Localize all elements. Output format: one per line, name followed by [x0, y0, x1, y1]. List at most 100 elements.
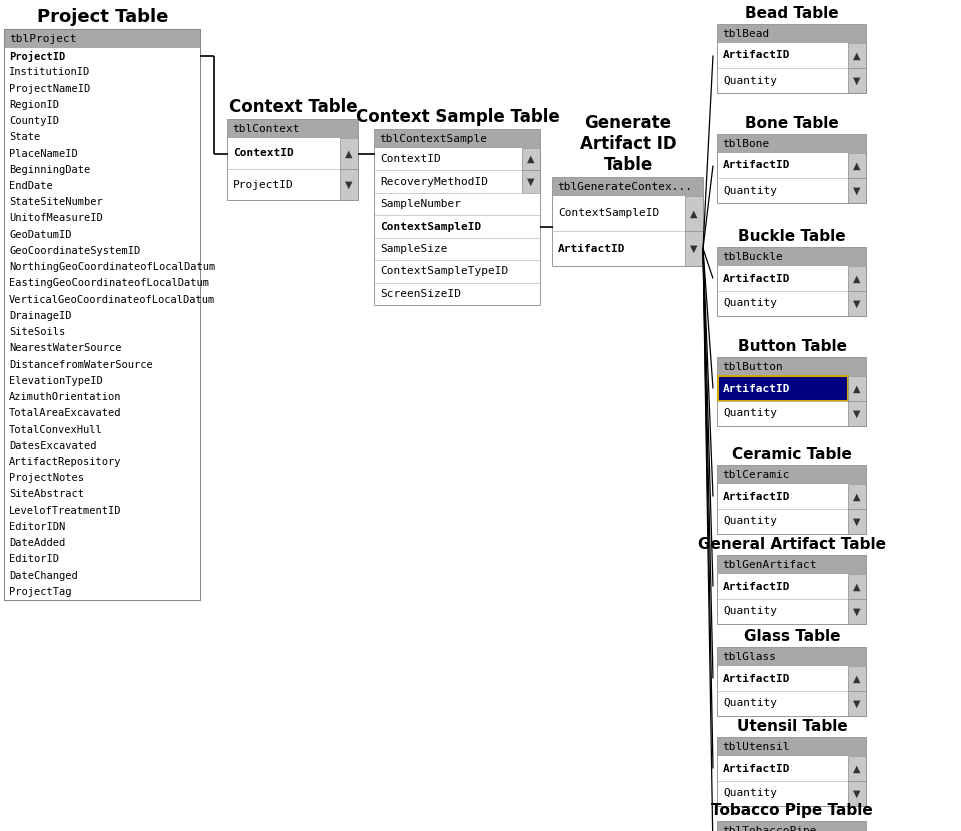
Text: ScreenSizeID: ScreenSizeID: [380, 289, 461, 299]
Text: Button Table: Button Table: [737, 339, 847, 354]
Text: RegionID: RegionID: [9, 100, 59, 110]
Text: Quantity: Quantity: [723, 517, 777, 527]
Text: AzimuthOrientation: AzimuthOrientation: [9, 392, 121, 402]
Bar: [5, 30, 200, 600]
Text: ▲: ▲: [853, 51, 861, 61]
Text: EditorIDN: EditorIDN: [9, 522, 65, 532]
Bar: [848, 68, 866, 93]
Text: ArtifactID: ArtifactID: [723, 673, 791, 684]
Bar: [685, 196, 703, 231]
Text: tblGenArtifact: tblGenArtifact: [722, 560, 817, 570]
Bar: [5, 48, 200, 600]
Text: tblBuckle: tblBuckle: [722, 252, 783, 262]
Text: ▼: ▼: [853, 409, 861, 419]
Text: Quantity: Quantity: [723, 298, 777, 308]
Bar: [718, 376, 848, 401]
Text: tblGenerateContex...: tblGenerateContex...: [557, 182, 692, 192]
Text: NearestWaterSource: NearestWaterSource: [9, 343, 121, 353]
Text: ▲: ▲: [853, 160, 861, 170]
Text: Buckle Table: Buckle Table: [738, 229, 846, 244]
Bar: [375, 148, 540, 305]
Text: tblContextSample: tblContextSample: [379, 134, 487, 144]
Text: UnitofMeasureID: UnitofMeasureID: [9, 214, 103, 224]
Text: Context Sample Table: Context Sample Table: [356, 108, 559, 126]
Bar: [848, 574, 866, 599]
Text: PlaceNameID: PlaceNameID: [9, 149, 78, 159]
Bar: [848, 291, 866, 316]
Text: Glass Table: Glass Table: [744, 629, 840, 644]
Text: ArtifactID: ArtifactID: [558, 243, 626, 253]
Bar: [718, 358, 866, 426]
Bar: [5, 30, 200, 48]
Text: DateAdded: DateAdded: [9, 538, 65, 548]
Text: ▲: ▲: [528, 155, 534, 165]
Text: ▼: ▼: [528, 177, 534, 187]
Bar: [718, 574, 866, 624]
Text: ElevationTypeID: ElevationTypeID: [9, 376, 103, 386]
Text: Tobacco Pipe Table: Tobacco Pipe Table: [711, 803, 873, 818]
Text: Bead Table: Bead Table: [745, 6, 839, 21]
Bar: [848, 401, 866, 426]
Bar: [718, 358, 866, 376]
Text: RecoveryMethodID: RecoveryMethodID: [380, 177, 488, 187]
Text: ▼: ▼: [345, 179, 353, 189]
Text: ProjectID: ProjectID: [9, 51, 65, 61]
Text: ArtifactID: ArtifactID: [723, 273, 791, 283]
Bar: [848, 153, 866, 178]
Bar: [718, 666, 866, 716]
Bar: [340, 169, 358, 200]
Text: ▲: ▲: [853, 582, 861, 592]
Text: ▼: ▼: [853, 517, 861, 527]
Text: ArtifactID: ArtifactID: [723, 764, 791, 774]
Text: Quantity: Quantity: [723, 699, 777, 709]
Text: Project Table: Project Table: [37, 8, 168, 26]
Bar: [375, 130, 540, 148]
Text: tblContext: tblContext: [232, 124, 300, 134]
Text: Generate
Artifact ID
Table: Generate Artifact ID Table: [579, 115, 677, 174]
Text: ▲: ▲: [853, 491, 861, 501]
Bar: [718, 556, 866, 574]
Bar: [848, 376, 866, 401]
Bar: [718, 648, 866, 666]
Bar: [718, 43, 866, 93]
Bar: [718, 738, 866, 756]
Text: ▲: ▲: [853, 764, 861, 774]
Bar: [522, 170, 540, 193]
Text: ProjectNotes: ProjectNotes: [9, 473, 84, 484]
Text: tblUtensil: tblUtensil: [722, 742, 790, 752]
Bar: [553, 196, 703, 266]
Bar: [718, 556, 866, 624]
Text: EndDate: EndDate: [9, 181, 53, 191]
Text: DrainageID: DrainageID: [9, 311, 71, 321]
Bar: [718, 266, 866, 316]
Text: ProjectNameID: ProjectNameID: [9, 84, 90, 94]
Bar: [848, 178, 866, 203]
Text: GeoCoordinateSystemID: GeoCoordinateSystemID: [9, 246, 140, 256]
Text: tblGlass: tblGlass: [722, 652, 776, 662]
Text: ContextID: ContextID: [233, 149, 294, 159]
Text: TotalAreaExcavated: TotalAreaExcavated: [9, 408, 121, 418]
Bar: [718, 466, 866, 484]
Text: ▼: ▼: [853, 699, 861, 709]
Text: ProjectID: ProjectID: [233, 179, 294, 189]
Text: SampleNumber: SampleNumber: [380, 199, 461, 209]
Text: EditorID: EditorID: [9, 554, 59, 564]
Text: VerticalGeoCoordinateofLocalDatum: VerticalGeoCoordinateofLocalDatum: [9, 295, 215, 305]
Bar: [522, 148, 540, 170]
Text: ContextSampleID: ContextSampleID: [380, 222, 481, 232]
Text: ▲: ▲: [345, 149, 353, 159]
Text: Quantity: Quantity: [723, 789, 777, 799]
Text: ArtifactID: ArtifactID: [723, 160, 791, 170]
Bar: [340, 138, 358, 169]
Text: Quantity: Quantity: [723, 409, 777, 419]
Text: ▲: ▲: [853, 673, 861, 684]
Text: Utensil Table: Utensil Table: [737, 719, 848, 734]
Text: InstitutionID: InstitutionID: [9, 67, 90, 77]
Text: ArtifactID: ArtifactID: [723, 51, 791, 61]
Text: ArtifactID: ArtifactID: [723, 582, 791, 592]
Text: GeoDatumID: GeoDatumID: [9, 229, 71, 239]
Bar: [718, 25, 866, 93]
Text: Quantity: Quantity: [723, 76, 777, 86]
Text: tblButton: tblButton: [722, 362, 783, 372]
Text: tblProject: tblProject: [9, 34, 77, 44]
